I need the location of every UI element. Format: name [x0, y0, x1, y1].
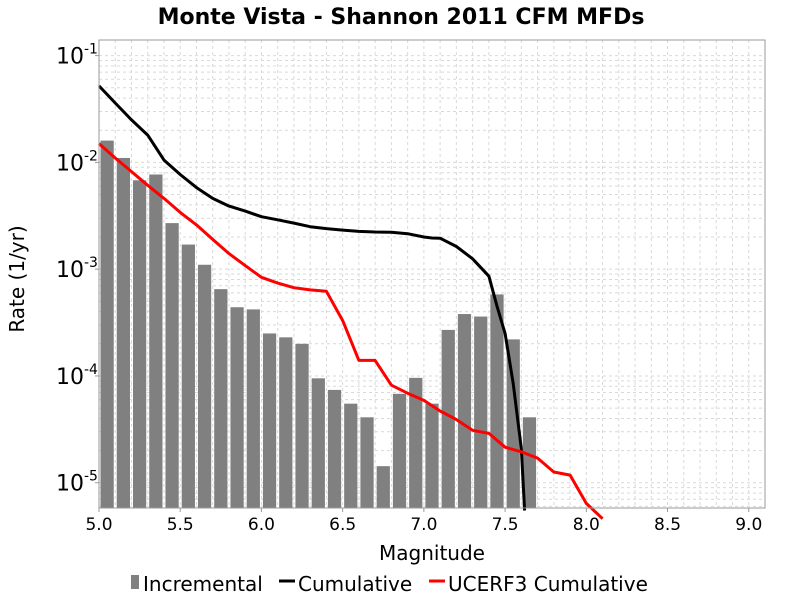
legend-label: Incremental	[143, 572, 263, 596]
x-tick-label: 5.5	[167, 515, 194, 535]
incremental-bar	[409, 377, 423, 508]
legend-ucerf3-cumulative: UCERF3 Cumulative	[429, 572, 648, 596]
x-tick-label: 6.5	[329, 515, 356, 535]
incremental-bar	[279, 337, 293, 508]
incremental-bar	[165, 223, 179, 508]
incremental-bar	[149, 174, 163, 508]
incremental-bars	[100, 140, 537, 508]
y-tick-label: 10-1	[56, 42, 98, 70]
incremental-bar	[425, 403, 439, 508]
x-tick-label: 7.5	[492, 515, 519, 535]
x-tick-label: 8.5	[654, 515, 681, 535]
incremental-bar	[295, 343, 309, 508]
x-tick-label: 9.0	[735, 515, 762, 535]
x-tick-label: 5.0	[85, 515, 112, 535]
incremental-bar	[197, 264, 212, 508]
incremental-bar	[230, 307, 244, 508]
incremental-bar	[132, 180, 147, 508]
incremental-bar	[100, 140, 114, 508]
incremental-bar	[522, 417, 537, 508]
incremental-bar	[360, 417, 374, 508]
legend-swatch	[131, 575, 139, 589]
incremental-bar	[116, 157, 130, 508]
y-tick-label: 10-4	[56, 362, 98, 390]
plot-area-frame	[98, 39, 766, 509]
incremental-bar	[181, 244, 195, 508]
incremental-bar	[490, 294, 504, 508]
y-tick-label: 10-3	[56, 255, 98, 283]
legend-label: UCERF3 Cumulative	[448, 572, 648, 596]
cumulative-lines	[97, 84, 604, 520]
y-axis-label: Rate (1/yr)	[5, 225, 29, 332]
incremental-bar	[311, 378, 325, 508]
x-axis-label: Magnitude	[379, 541, 485, 565]
legend-incremental: Incremental	[131, 572, 263, 596]
ucerf3-cumulative-line	[98, 142, 604, 520]
incremental-bar	[506, 339, 520, 508]
incremental-bar	[214, 289, 228, 508]
y-tick-label: 10-5	[56, 469, 98, 497]
incremental-bar	[441, 329, 455, 508]
incremental-bar	[344, 403, 358, 508]
chart-title: Monte Vista - Shannon 2011 CFM MFDs	[158, 5, 645, 30]
incremental-bar	[246, 309, 260, 508]
cumulative-line	[97, 84, 527, 511]
y-tick-label: 10-2	[56, 148, 98, 176]
y-axis-ticks: 10-1 10-2 10-3 10-4 10-5	[56, 42, 99, 497]
incremental-bar	[327, 389, 342, 508]
legend-cumulative: Cumulative	[279, 572, 412, 596]
x-axis-ticks: 5.0 5.5 6.0 6.5 7.0 7.5 8.0 8.5 9.0	[85, 508, 762, 535]
legend-label: Cumulative	[298, 572, 412, 596]
incremental-bar	[376, 466, 390, 508]
incremental-bar	[474, 316, 488, 508]
incremental-bar	[457, 314, 472, 508]
x-tick-label: 7.0	[410, 515, 437, 535]
x-tick-label: 6.0	[248, 515, 275, 535]
incremental-bar	[262, 333, 277, 508]
incremental-bar	[392, 393, 407, 508]
legend: Incremental Cumulative UCERF3 Cumulative	[131, 572, 648, 596]
x-tick-label: 8.0	[573, 515, 600, 535]
